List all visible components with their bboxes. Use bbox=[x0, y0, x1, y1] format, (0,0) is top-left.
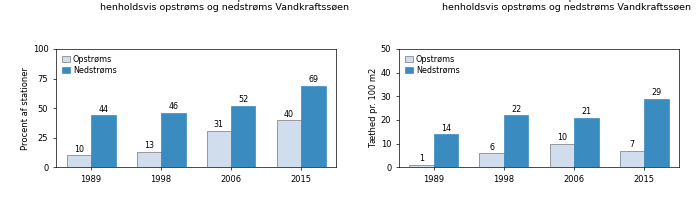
Y-axis label: Procent af stationer: Procent af stationer bbox=[21, 67, 30, 150]
Text: 14: 14 bbox=[441, 124, 452, 133]
Bar bbox=[66, 155, 91, 167]
Bar bbox=[91, 115, 116, 167]
Legend: Opstrøms, Nedstrøms: Opstrøms, Nedstrøms bbox=[60, 53, 118, 77]
Text: 21: 21 bbox=[581, 107, 592, 116]
Text: 29: 29 bbox=[651, 88, 661, 97]
Bar bbox=[480, 153, 504, 167]
Text: 22: 22 bbox=[511, 105, 522, 114]
Bar bbox=[504, 115, 528, 167]
Bar bbox=[276, 120, 301, 167]
Text: 31: 31 bbox=[214, 120, 224, 129]
Text: 52: 52 bbox=[238, 95, 248, 104]
Bar bbox=[550, 144, 574, 167]
Bar bbox=[620, 151, 644, 167]
Text: 7: 7 bbox=[629, 140, 634, 149]
Text: 10: 10 bbox=[74, 145, 84, 154]
Bar bbox=[574, 118, 598, 167]
Legend: Opstrøms, Nedstrøms: Opstrøms, Nedstrøms bbox=[403, 53, 461, 77]
Bar bbox=[206, 131, 231, 167]
Text: 44: 44 bbox=[98, 105, 108, 114]
Text: 40: 40 bbox=[284, 110, 294, 119]
Text: 46: 46 bbox=[168, 102, 178, 111]
Bar bbox=[136, 152, 161, 167]
Y-axis label: Tæthed pr. 100 m2: Tæthed pr. 100 m2 bbox=[369, 68, 378, 148]
Text: 1: 1 bbox=[419, 154, 424, 163]
Text: % forekomst af ½-års ørred på befiskede stationer
henholdsvis opstrøms og nedstr: % forekomst af ½-års ørred på befiskede … bbox=[99, 0, 349, 12]
Bar bbox=[231, 106, 255, 167]
Bar bbox=[644, 99, 668, 167]
Text: 69: 69 bbox=[308, 75, 318, 84]
Bar bbox=[301, 86, 326, 167]
Text: Tæthed af ½-års ørred på befiskede stationer
henholdsvis opstrøms og nedstrøms V: Tæthed af ½-års ørred på befiskede stati… bbox=[442, 0, 692, 12]
Text: 6: 6 bbox=[489, 143, 494, 152]
Bar bbox=[434, 134, 458, 167]
Bar bbox=[161, 113, 186, 167]
Text: 10: 10 bbox=[556, 133, 567, 142]
Text: 13: 13 bbox=[144, 142, 154, 151]
Bar bbox=[410, 165, 434, 167]
